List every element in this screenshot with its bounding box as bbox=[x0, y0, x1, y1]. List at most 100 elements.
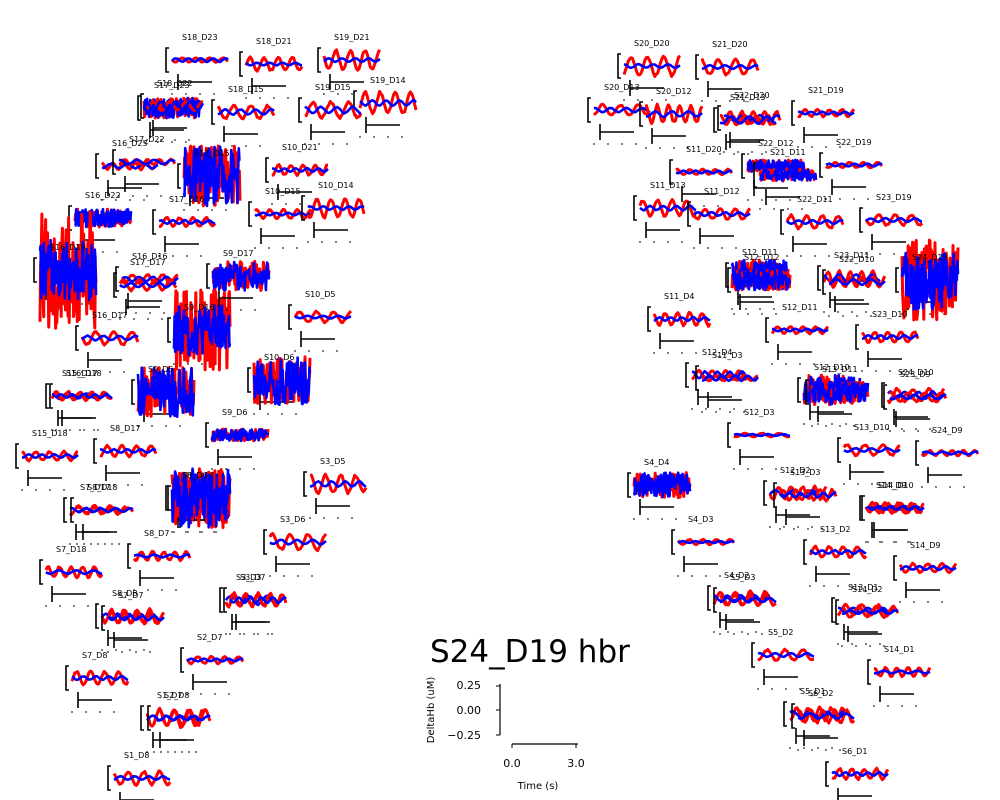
hbr-trace bbox=[252, 356, 312, 406]
channel-label: S7_D8 bbox=[82, 651, 107, 660]
channel-panel: S23_D10 bbox=[855, 310, 920, 372]
hbr-trace bbox=[309, 479, 367, 488]
channel-label: S22_D10 bbox=[839, 255, 875, 264]
panel-x-axis bbox=[849, 464, 884, 480]
channel-panel: S17_D22 bbox=[112, 135, 177, 197]
hbo-trace bbox=[808, 544, 868, 560]
panel-y-axis bbox=[45, 383, 49, 409]
panel-x-axis bbox=[139, 570, 174, 586]
channel-panel: S16_D18 bbox=[49, 369, 114, 431]
panel-y-axis bbox=[803, 539, 807, 565]
channel-panel: S8_D18 bbox=[70, 483, 135, 545]
channel-label: S14_D1 bbox=[884, 645, 915, 654]
hbr-trace bbox=[81, 334, 139, 342]
channel-label: S11_D20 bbox=[686, 145, 722, 154]
reference-axes: 0.25 0.00 −0.25 0.0 3.0 Time (s) DeltaHb… bbox=[426, 677, 585, 792]
channel-label: S12_D10 bbox=[814, 363, 850, 372]
hbo-trace bbox=[118, 277, 178, 293]
panel-x-axis bbox=[125, 299, 160, 315]
hbr-trace bbox=[900, 251, 960, 311]
channel-label: S8_D18 bbox=[87, 483, 118, 492]
panel-x-axis bbox=[871, 234, 906, 250]
hbr-trace bbox=[719, 115, 777, 125]
panel-y-axis bbox=[288, 304, 292, 330]
hbr-trace bbox=[810, 380, 870, 403]
panel-y-axis bbox=[727, 267, 731, 293]
panel-x-axis bbox=[260, 228, 295, 244]
panel-y-axis bbox=[180, 647, 184, 673]
panel-x-axis bbox=[645, 222, 680, 238]
panel-x-axis bbox=[124, 176, 159, 192]
channel-label: S15_D18 bbox=[32, 429, 68, 438]
channel-label: S22_D19 bbox=[836, 138, 872, 147]
panel-x-axis bbox=[315, 498, 350, 514]
channel-label: S12_D11 bbox=[782, 303, 818, 312]
panel-x-axis bbox=[697, 389, 732, 405]
panel-x-axis bbox=[80, 232, 115, 248]
channel-label: S22_D11 bbox=[797, 195, 833, 204]
hbo-trace bbox=[789, 705, 848, 723]
channel-panel: S9_D5 bbox=[131, 365, 196, 427]
channel-panel: S13_D10 bbox=[837, 423, 901, 485]
channel-label: S16_D17 bbox=[92, 311, 128, 320]
panel-y-axis bbox=[780, 209, 784, 235]
channel-label: S21_D13 bbox=[730, 93, 766, 102]
panel-y-axis bbox=[223, 587, 227, 613]
panel-y-axis bbox=[152, 209, 156, 235]
channel-label: S5_D2 bbox=[768, 628, 793, 637]
panel-x-axis bbox=[218, 290, 253, 306]
panel-y-axis bbox=[248, 201, 252, 227]
channel-panel: S22_D11 bbox=[780, 195, 845, 257]
hbr-trace bbox=[701, 374, 760, 383]
hbr-trace bbox=[119, 281, 177, 289]
panel-x-axis bbox=[87, 352, 122, 368]
panel-y-axis bbox=[205, 422, 209, 448]
panel-x-axis bbox=[300, 331, 335, 347]
panel-x-axis bbox=[729, 132, 764, 148]
hbr-trace bbox=[170, 467, 230, 529]
channel-label: S9_D17 bbox=[223, 249, 254, 258]
panel-y-axis bbox=[147, 705, 151, 731]
panel-y-axis bbox=[855, 324, 859, 350]
channel-panel: S14_D10 bbox=[861, 481, 925, 543]
channel-label: S13_D3 bbox=[790, 468, 821, 477]
channel-label: S21_D11 bbox=[770, 148, 806, 157]
panel-y-axis bbox=[112, 149, 116, 175]
panel-x-axis bbox=[251, 78, 286, 94]
channel-label: S7_D17 bbox=[80, 483, 111, 492]
channel-panel: S13_D2 bbox=[803, 525, 868, 587]
channel-label: S11_D3 bbox=[712, 351, 743, 360]
channel-label: S12_D11 bbox=[742, 248, 778, 257]
hbr-trace bbox=[74, 207, 133, 229]
panel-x-axis bbox=[277, 184, 312, 200]
hbr-trace bbox=[304, 105, 362, 115]
channel-panel: S11_D3 bbox=[695, 351, 760, 413]
panel-y-axis bbox=[707, 585, 711, 611]
channel-panel: S2_D7 bbox=[180, 633, 245, 695]
channel-panel: S21_D20 bbox=[695, 40, 760, 102]
panel-x-axis bbox=[77, 692, 112, 708]
panel-y-axis bbox=[63, 497, 67, 523]
channel-label: S20_D20 bbox=[634, 39, 670, 48]
panel-y-axis bbox=[797, 377, 801, 403]
channel-label: S14_D9 bbox=[876, 481, 907, 490]
hbr-trace bbox=[719, 596, 777, 604]
hbr-trace bbox=[146, 100, 205, 113]
channel-label: S9_D6 bbox=[222, 408, 247, 417]
panel-y-axis bbox=[265, 157, 269, 183]
channel-label: S23_D19 bbox=[876, 193, 912, 202]
channel-panel: S24_D19 bbox=[895, 238, 960, 322]
channel-panel: S10_D21 bbox=[265, 143, 329, 205]
channel-panel: S7_D7 bbox=[101, 591, 166, 653]
panel-x-axis bbox=[113, 632, 148, 648]
channel-label: S1_D8 bbox=[124, 751, 149, 760]
channel-label: S9_D5 bbox=[148, 365, 173, 374]
channel-label: S17_D16 bbox=[169, 195, 205, 204]
channel-label: S16_D19 bbox=[50, 243, 86, 252]
panel-y-axis bbox=[835, 599, 839, 625]
hbo-trace bbox=[309, 472, 368, 496]
channel-panel: S23_D9 bbox=[883, 370, 948, 432]
hbo-trace bbox=[76, 505, 135, 515]
channel-panel: S7_D17 bbox=[63, 483, 127, 545]
panel-y-axis bbox=[753, 162, 757, 188]
